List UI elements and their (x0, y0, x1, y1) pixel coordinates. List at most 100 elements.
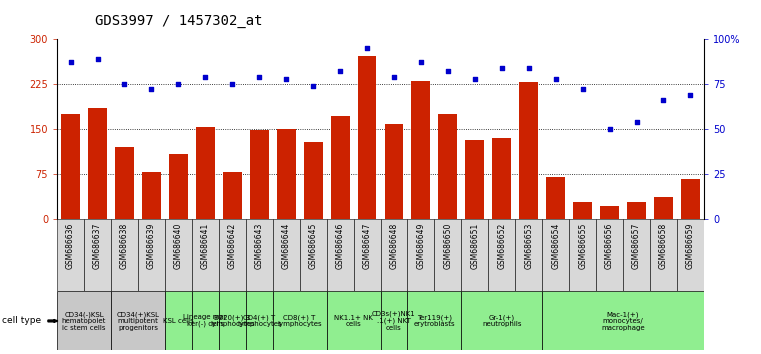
Point (549, 76, 562, 81)
Bar (57, 219, 84, 291)
Bar (492, 138, 511, 219)
Bar (354, 219, 380, 291)
Point (145, 87, 158, 92)
Bar (246, 291, 272, 350)
Text: GSM686640: GSM686640 (174, 223, 183, 269)
Bar (111, 219, 138, 291)
Bar (515, 219, 543, 291)
Bar (596, 219, 623, 291)
Bar (650, 219, 677, 291)
Point (603, 126, 616, 132)
Bar (407, 291, 461, 350)
Bar (272, 291, 326, 350)
Text: GSM686652: GSM686652 (497, 223, 506, 269)
Bar (654, 197, 673, 219)
Bar (489, 219, 515, 291)
Text: GSM686656: GSM686656 (605, 223, 614, 269)
Bar (326, 291, 380, 350)
Point (253, 74, 266, 80)
Text: KSL cells: KSL cells (163, 318, 194, 324)
Text: GSM686653: GSM686653 (524, 223, 533, 269)
Text: GSM686649: GSM686649 (416, 223, 425, 269)
Bar (61, 114, 80, 219)
Bar (435, 219, 461, 291)
Text: GSM686639: GSM686639 (147, 223, 156, 269)
Bar (111, 291, 165, 350)
Bar (461, 219, 489, 291)
Text: GSM686642: GSM686642 (228, 223, 237, 269)
Bar (438, 114, 457, 219)
Text: GSM686657: GSM686657 (632, 223, 641, 269)
Point (65, 59, 77, 65)
Bar (681, 179, 700, 219)
Point (172, 81, 184, 87)
Text: GSM686638: GSM686638 (120, 223, 129, 269)
Bar (407, 219, 435, 291)
Bar (277, 129, 295, 219)
Bar (569, 219, 596, 291)
Bar (88, 108, 107, 219)
Text: GSM686636: GSM686636 (66, 223, 75, 269)
Point (684, 92, 696, 98)
Text: GSM686655: GSM686655 (578, 223, 587, 269)
Bar (330, 116, 349, 219)
Text: CD34(-)KSL
hematopoiet
ic stem cells: CD34(-)KSL hematopoiet ic stem cells (62, 311, 107, 331)
Bar (358, 56, 377, 219)
Text: GSM686654: GSM686654 (551, 223, 560, 269)
Text: GSM686647: GSM686647 (362, 223, 371, 269)
Bar (300, 219, 326, 291)
Bar (246, 219, 272, 291)
Bar (272, 219, 300, 291)
Bar (138, 219, 165, 291)
Text: GSM686643: GSM686643 (255, 223, 264, 269)
Bar (600, 206, 619, 219)
Point (658, 97, 670, 103)
Bar (165, 291, 192, 350)
Text: GSM686645: GSM686645 (309, 223, 317, 269)
Text: CD4(+) T
lymphocytes: CD4(+) T lymphocytes (237, 314, 282, 327)
Point (307, 83, 319, 88)
Point (469, 76, 481, 81)
Text: GSM686659: GSM686659 (686, 223, 695, 269)
Point (388, 74, 400, 80)
Text: GSM686650: GSM686650 (444, 223, 452, 269)
Point (361, 45, 373, 51)
Point (630, 119, 642, 125)
Bar (84, 219, 111, 291)
Bar (192, 219, 219, 291)
Text: GSM686641: GSM686641 (201, 223, 210, 269)
Text: Lineage mar
ker(-) cells: Lineage mar ker(-) cells (183, 314, 227, 327)
Point (415, 59, 427, 65)
Text: GSM686644: GSM686644 (282, 223, 291, 269)
Text: GDS3997 / 1457302_at: GDS3997 / 1457302_at (95, 14, 263, 28)
Text: GSM686651: GSM686651 (470, 223, 479, 269)
Bar (219, 291, 246, 350)
Bar (326, 219, 354, 291)
Bar (519, 82, 538, 219)
Point (442, 69, 454, 74)
Text: NK1.1+ NK
cells: NK1.1+ NK cells (334, 315, 373, 327)
Bar (196, 127, 215, 219)
Bar (546, 177, 565, 219)
Point (226, 81, 238, 87)
Point (495, 65, 508, 71)
Bar (219, 219, 246, 291)
Bar (250, 130, 269, 219)
Bar (461, 291, 542, 350)
Bar (627, 202, 646, 219)
Text: GSM686648: GSM686648 (390, 223, 399, 269)
Text: GSM686637: GSM686637 (93, 223, 102, 269)
Bar (142, 172, 161, 219)
Text: Mac-1(+)
monocytes/
macrophage: Mac-1(+) monocytes/ macrophage (601, 311, 645, 331)
Bar (380, 219, 407, 291)
Text: CD34(+)KSL
multipotent
progenitors: CD34(+)KSL multipotent progenitors (116, 311, 160, 331)
Point (280, 76, 292, 81)
Bar (57, 291, 111, 350)
Point (334, 69, 346, 74)
Text: Ter119(+)
erytroblasts: Ter119(+) erytroblasts (413, 314, 455, 327)
Text: B220(+) B
lymphocytes: B220(+) B lymphocytes (210, 314, 255, 327)
Text: Gr-1(+)
neutrophils: Gr-1(+) neutrophils (482, 314, 521, 327)
Bar (573, 202, 592, 219)
Bar (412, 81, 431, 219)
Bar (115, 147, 134, 219)
